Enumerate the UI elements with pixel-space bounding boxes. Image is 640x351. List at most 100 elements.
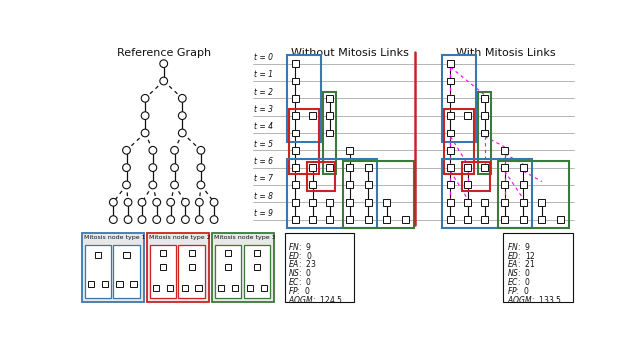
Text: $\it{FP}$:  0: $\it{FP}$: 0 bbox=[507, 285, 530, 296]
Bar bbox=[538, 216, 545, 223]
Circle shape bbox=[160, 60, 168, 67]
Bar bbox=[481, 130, 488, 137]
Bar bbox=[501, 164, 508, 171]
Bar bbox=[246, 285, 253, 291]
Circle shape bbox=[123, 146, 131, 154]
Text: $\it{NS}$:  0: $\it{NS}$: 0 bbox=[289, 267, 313, 278]
Bar bbox=[113, 245, 140, 298]
Bar bbox=[501, 147, 508, 154]
Circle shape bbox=[153, 216, 161, 224]
Bar bbox=[447, 164, 454, 171]
Text: $\it{NS}$:  0: $\it{NS}$: 0 bbox=[507, 267, 531, 278]
Bar bbox=[447, 216, 454, 223]
Bar bbox=[160, 250, 166, 256]
Bar bbox=[84, 245, 111, 298]
Circle shape bbox=[182, 198, 189, 206]
Bar bbox=[498, 161, 570, 229]
Bar bbox=[309, 216, 316, 223]
Circle shape bbox=[123, 164, 131, 172]
Bar bbox=[464, 216, 471, 223]
Bar bbox=[195, 285, 202, 291]
Bar bbox=[520, 216, 527, 223]
Bar bbox=[225, 250, 231, 256]
Bar bbox=[81, 233, 143, 302]
Text: $\it{EA}$:  21: $\it{EA}$: 21 bbox=[507, 258, 536, 270]
Bar bbox=[442, 55, 476, 142]
Bar bbox=[160, 264, 166, 270]
Bar bbox=[326, 164, 333, 171]
Bar bbox=[292, 95, 299, 102]
Text: $\it{AOGM}$:  133.5: $\it{AOGM}$: 133.5 bbox=[507, 294, 562, 305]
Bar bbox=[346, 216, 353, 223]
Bar bbox=[95, 252, 101, 258]
Bar bbox=[346, 147, 353, 154]
Circle shape bbox=[182, 216, 189, 224]
Bar bbox=[501, 181, 508, 188]
Bar bbox=[179, 245, 205, 298]
Text: t = 0: t = 0 bbox=[254, 53, 273, 62]
Bar bbox=[447, 95, 454, 102]
Bar bbox=[292, 164, 299, 171]
Bar bbox=[215, 245, 241, 298]
Bar bbox=[503, 233, 573, 302]
Bar bbox=[520, 199, 527, 206]
Text: t = 3: t = 3 bbox=[254, 105, 273, 114]
Bar bbox=[501, 199, 508, 206]
Bar bbox=[447, 181, 454, 188]
Text: $\it{ED}$:  12: $\it{ED}$: 12 bbox=[507, 250, 536, 261]
Circle shape bbox=[149, 164, 157, 172]
Circle shape bbox=[179, 94, 186, 102]
Bar bbox=[147, 233, 209, 302]
Circle shape bbox=[109, 198, 117, 206]
Circle shape bbox=[195, 198, 204, 206]
Bar bbox=[464, 164, 471, 171]
Bar bbox=[557, 216, 564, 223]
Text: t = 1: t = 1 bbox=[254, 71, 273, 79]
Bar bbox=[131, 281, 136, 287]
Bar bbox=[520, 164, 527, 171]
Bar bbox=[292, 60, 299, 67]
Bar bbox=[326, 95, 333, 102]
Bar bbox=[481, 199, 488, 206]
Bar bbox=[102, 281, 108, 287]
Text: t = 8: t = 8 bbox=[254, 192, 273, 201]
Bar bbox=[323, 92, 336, 174]
Bar bbox=[383, 216, 390, 223]
Bar bbox=[260, 285, 267, 291]
Bar bbox=[253, 250, 260, 256]
Bar bbox=[481, 216, 488, 223]
Circle shape bbox=[197, 164, 205, 172]
Bar bbox=[292, 112, 299, 119]
Bar bbox=[88, 281, 94, 287]
Bar bbox=[307, 162, 335, 191]
Bar bbox=[447, 112, 454, 119]
Bar bbox=[447, 147, 454, 154]
Bar bbox=[150, 245, 176, 298]
Bar bbox=[365, 164, 372, 171]
Bar bbox=[124, 252, 129, 258]
Bar bbox=[309, 199, 316, 206]
Bar bbox=[326, 130, 333, 137]
Bar bbox=[212, 233, 274, 302]
Circle shape bbox=[179, 112, 186, 119]
Text: Reference Graph: Reference Graph bbox=[116, 48, 211, 58]
Bar bbox=[520, 181, 527, 188]
Bar bbox=[309, 181, 316, 188]
Bar bbox=[383, 199, 390, 206]
Text: $\it{EA}$:  23: $\it{EA}$: 23 bbox=[289, 258, 317, 270]
Text: t = 9: t = 9 bbox=[254, 209, 273, 218]
Circle shape bbox=[141, 129, 149, 137]
Text: Without Mitosis Links: Without Mitosis Links bbox=[291, 48, 408, 58]
Bar bbox=[346, 199, 353, 206]
Bar bbox=[481, 95, 488, 102]
Circle shape bbox=[179, 129, 186, 137]
Circle shape bbox=[138, 198, 146, 206]
Bar bbox=[447, 199, 454, 206]
Bar bbox=[481, 164, 488, 171]
Bar bbox=[167, 285, 173, 291]
Circle shape bbox=[210, 198, 218, 206]
Text: $\it{EC}$:  0: $\it{EC}$: 0 bbox=[289, 276, 312, 287]
Bar bbox=[253, 264, 260, 270]
Text: Mitosis node type 1: Mitosis node type 1 bbox=[84, 236, 145, 240]
Bar bbox=[218, 285, 224, 291]
